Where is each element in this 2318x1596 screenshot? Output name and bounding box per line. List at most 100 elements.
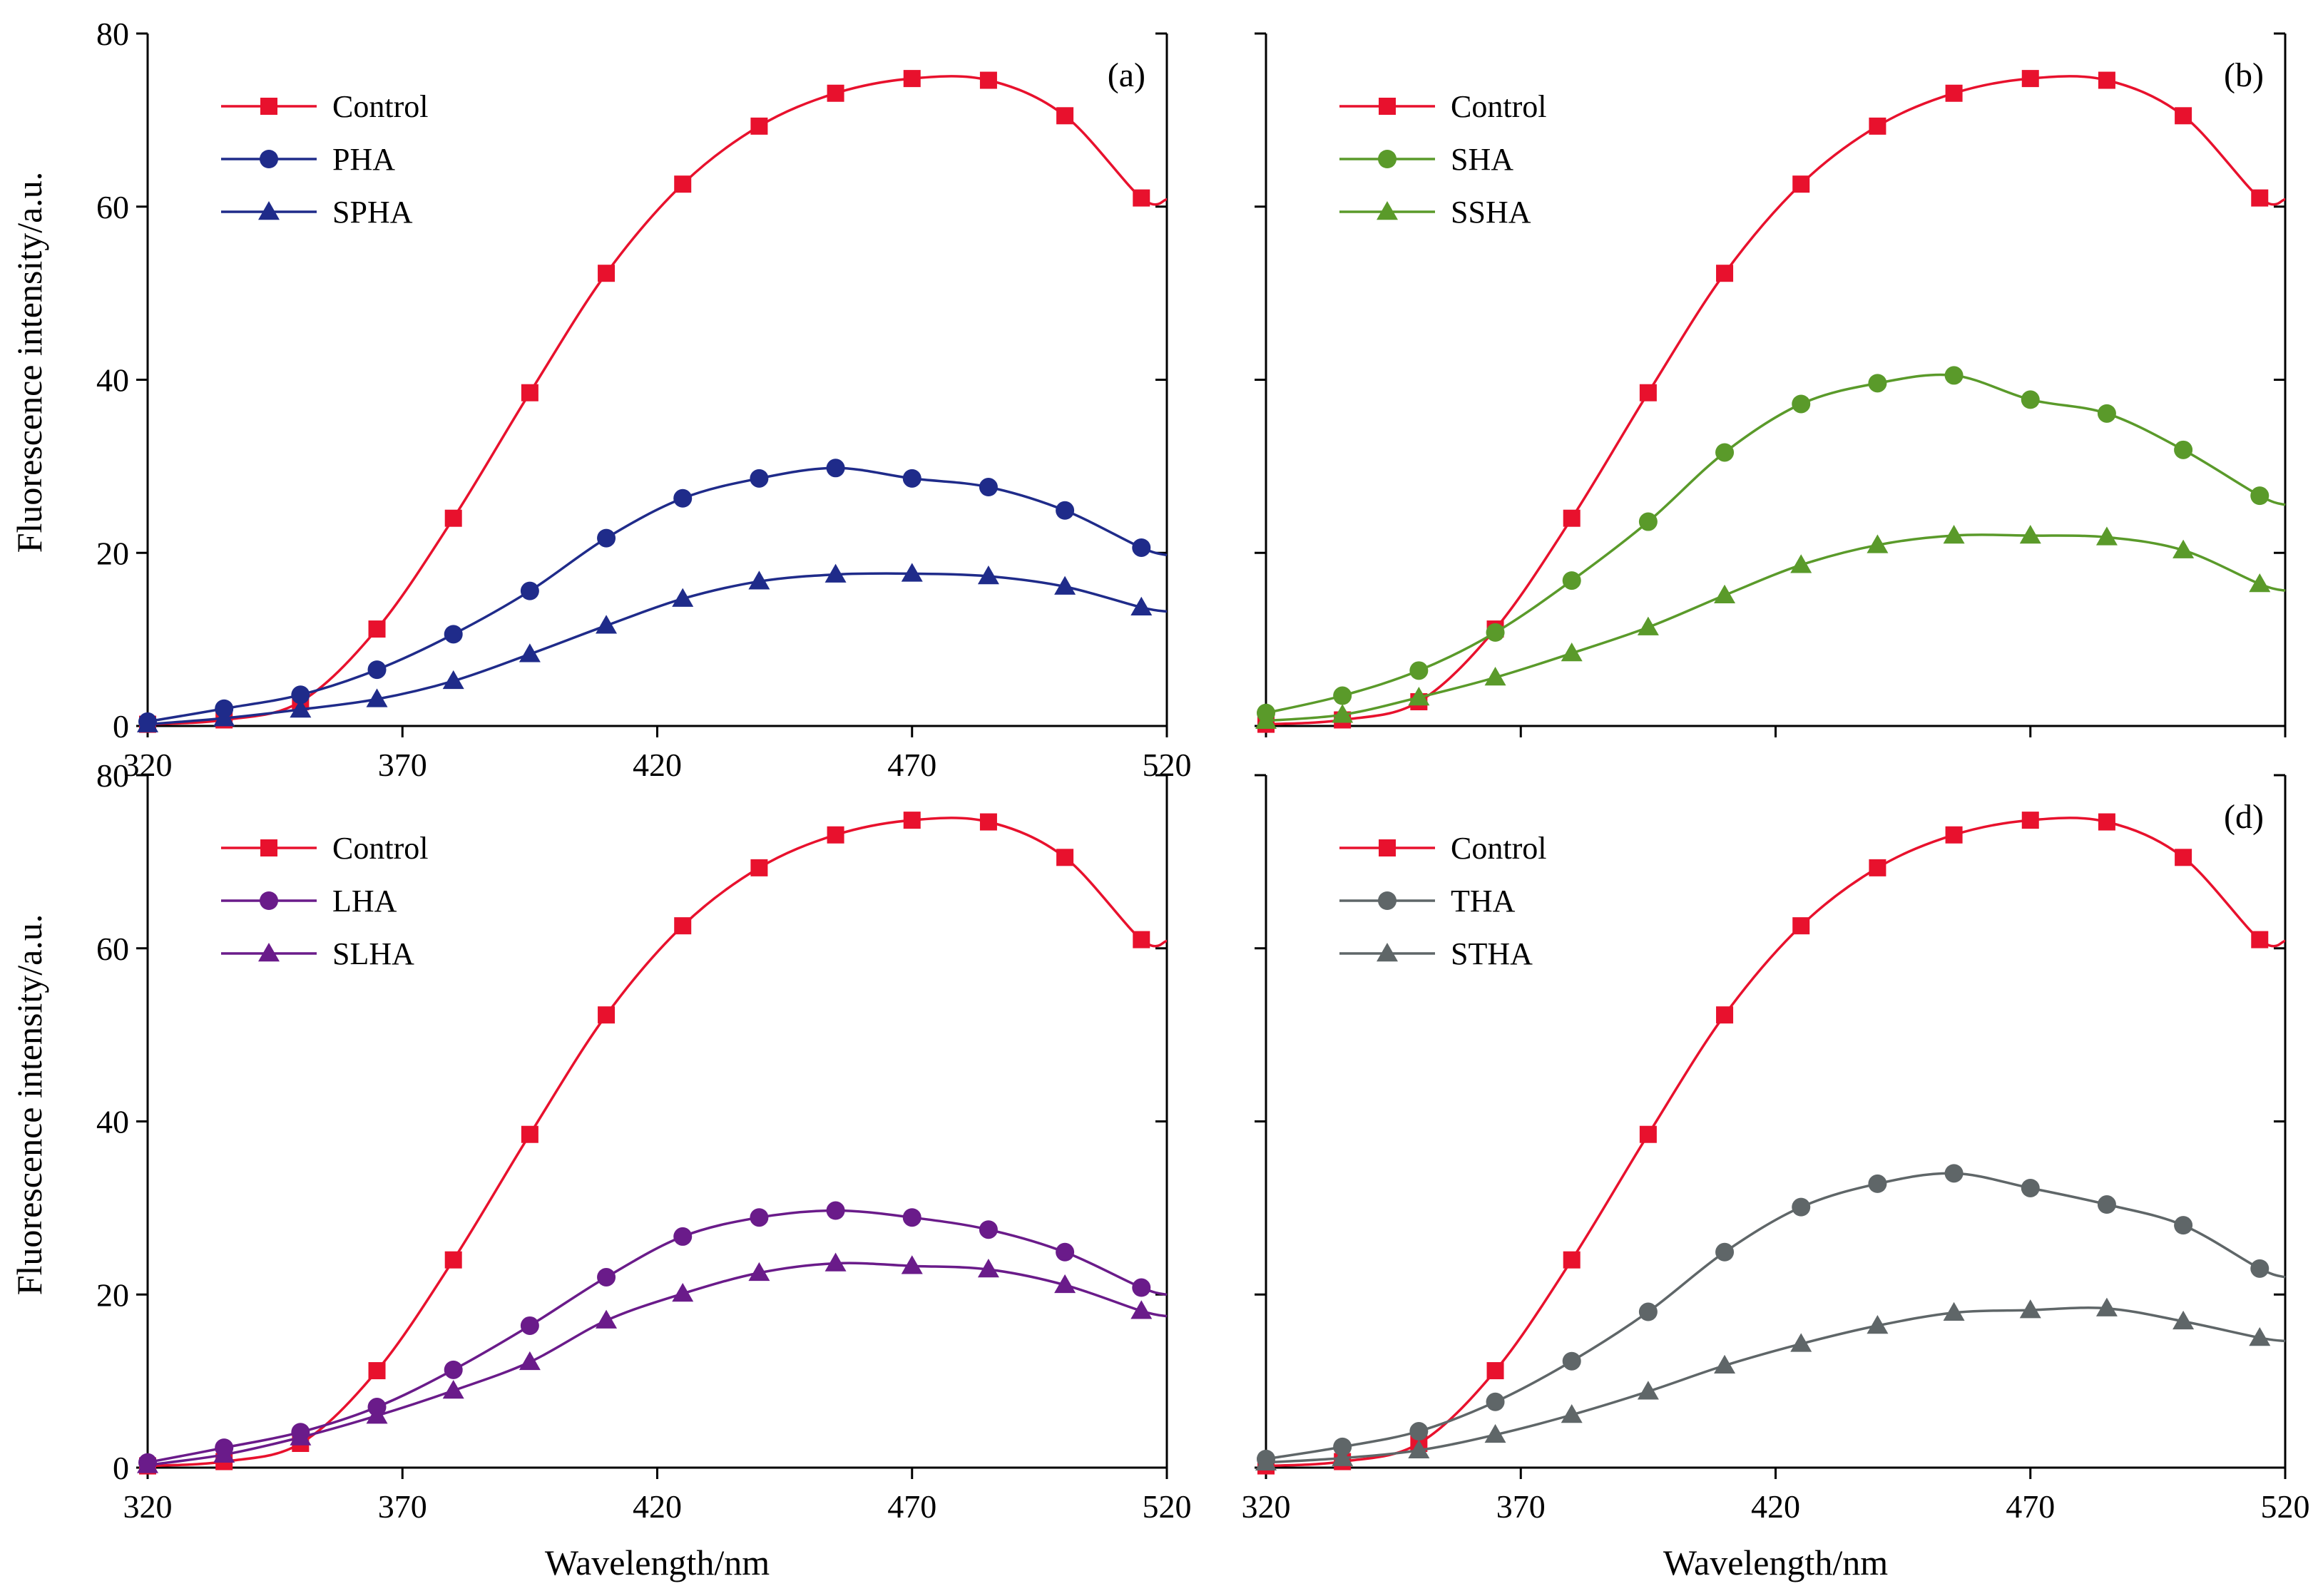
point-marker-control <box>1563 1251 1581 1269</box>
y-tick-label: 40 <box>96 362 129 399</box>
point-marker-control <box>1716 1006 1734 1024</box>
legend-entry: Control <box>221 831 428 866</box>
legend-label: Control <box>1451 89 1546 124</box>
legend-marker <box>258 201 280 220</box>
legend-marker <box>1377 201 1398 220</box>
point-marker-stha <box>1714 1354 1736 1374</box>
y-axis-title-top: Fluorescence intensity/a.u. <box>9 172 49 553</box>
point-marker-control <box>750 859 768 876</box>
point-marker-ssha <box>1637 616 1659 635</box>
x-tick-label: 420 <box>1751 1488 1800 1525</box>
x-tick-label: 470 <box>887 747 936 783</box>
point-marker-ssha <box>2173 539 2195 558</box>
point-marker-ssha <box>1408 686 1430 706</box>
point-marker-slha <box>290 1426 312 1446</box>
point-marker-control <box>979 813 997 831</box>
y-tick-label: 0 <box>113 708 129 745</box>
point-marker-pha <box>444 625 463 644</box>
series-line-control <box>1265 817 2286 1468</box>
y-tick-label: 80 <box>96 16 129 52</box>
point-marker-control <box>1639 1125 1657 1143</box>
point-marker-control <box>2021 812 2039 829</box>
point-marker-control <box>444 1251 462 1269</box>
point-marker-pha <box>826 459 845 478</box>
point-marker-spha <box>977 566 999 585</box>
panel-label-a: (a) <box>1108 56 1145 94</box>
point-marker-slha <box>366 1405 388 1424</box>
point-marker-control <box>1563 509 1581 527</box>
point-marker-sha <box>1944 366 1964 385</box>
point-marker-stha <box>1332 1447 1354 1466</box>
legend-marker <box>260 98 277 115</box>
legend-entry: Control <box>221 89 428 124</box>
legend-label: THA <box>1451 884 1516 919</box>
legend-entry: SSHA <box>1339 195 1531 230</box>
point-marker-sha <box>1638 512 1658 531</box>
point-marker-control <box>2251 931 2269 948</box>
point-marker-pha <box>979 478 998 497</box>
series-line-pha <box>147 466 1168 723</box>
legend-marker <box>260 150 278 168</box>
point-marker-lha <box>1056 1242 1075 1262</box>
point-marker-slha <box>442 1379 464 1399</box>
point-marker-control <box>2098 813 2115 831</box>
point-marker-pha <box>291 685 310 705</box>
point-marker-control <box>827 826 844 844</box>
legend-label: SHA <box>1451 142 1513 177</box>
point-marker-slha <box>901 1255 923 1274</box>
point-marker-control <box>2098 71 2115 89</box>
point-marker-stha <box>1943 1301 1965 1321</box>
point-marker-stha <box>1637 1381 1659 1400</box>
point-marker-control <box>521 1125 538 1143</box>
x-tick-label: 370 <box>378 747 427 783</box>
point-marker-control <box>1486 1362 1504 1380</box>
point-marker-stha <box>2249 1326 2271 1346</box>
point-marker-pha <box>1132 538 1151 557</box>
point-marker-sha <box>1333 686 1352 705</box>
y-tick-label: 60 <box>96 931 129 967</box>
series-line-sha <box>1265 373 2286 715</box>
legend-entry: STHA <box>1339 936 1533 971</box>
x-tick-label: 520 <box>2261 1488 2310 1525</box>
point-marker-control <box>827 84 844 102</box>
series-line-control <box>147 817 1168 1468</box>
y-tick-label: 80 <box>96 757 129 794</box>
point-marker-sha <box>1715 443 1735 462</box>
panel-label-d: (d) <box>2224 798 2264 836</box>
point-marker-pha <box>902 469 921 488</box>
legend-entry: THA <box>1339 884 1516 919</box>
chart-panel-d: 320 370 420 470 520 Wavelength/nm (d) Control TH… <box>1242 774 2310 1582</box>
point-marker-control <box>2021 70 2039 88</box>
x-tick-label: 320 <box>123 1488 173 1525</box>
point-marker-control <box>2175 849 2192 866</box>
point-marker-sha <box>2250 486 2270 506</box>
point-marker-control <box>1133 189 1150 207</box>
point-marker-control <box>1792 175 1810 193</box>
point-marker-spha <box>824 563 847 583</box>
point-marker-tha <box>2097 1195 2116 1214</box>
point-marker-stha <box>2173 1310 2195 1330</box>
point-marker-control <box>1945 826 1963 844</box>
point-marker-lha <box>1132 1278 1151 1297</box>
legend-entry: SPHA <box>221 195 413 230</box>
x-axis-title: Wavelength/nm <box>545 1543 770 1582</box>
point-marker-spha <box>366 688 388 707</box>
point-marker-control <box>1639 384 1657 401</box>
point-marker-control <box>1056 849 1074 866</box>
point-marker-tha <box>1868 1174 1887 1193</box>
point-marker-ssha <box>1714 584 1736 603</box>
point-marker-pha <box>520 581 539 600</box>
point-marker-tha <box>2174 1216 2193 1235</box>
point-marker-tha <box>1715 1242 1735 1262</box>
legend-label: Control <box>1451 831 1546 866</box>
point-marker-pha <box>673 488 693 508</box>
legend-label: SLHA <box>332 936 414 971</box>
point-marker-lha <box>902 1208 921 1227</box>
point-marker-tha <box>2250 1259 2270 1278</box>
point-marker-lha <box>444 1360 463 1379</box>
point-marker-slha <box>519 1351 541 1371</box>
x-tick-label: 370 <box>378 1488 427 1525</box>
point-marker-tha <box>1409 1422 1429 1441</box>
point-marker-lha <box>673 1227 693 1246</box>
y-tick-label: 20 <box>96 1277 129 1313</box>
